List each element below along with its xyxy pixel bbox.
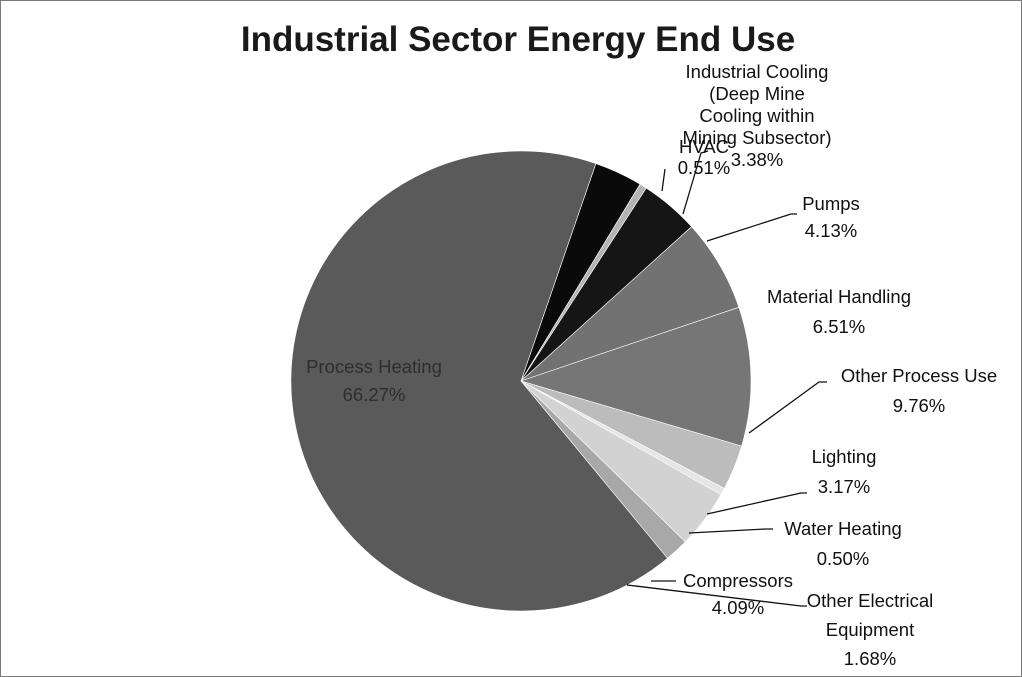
- label-process-heating: Process Heating 66.27%: [306, 356, 442, 405]
- label-lighting: Lighting 3.17%: [812, 446, 877, 497]
- leader-lines: [626, 150, 827, 607]
- leader-water-heating: [688, 528, 773, 534]
- leader-hvac: [661, 168, 666, 192]
- label-industrial-cooling: Industrial Cooling (Deep Mine Cooling with…: [682, 61, 831, 170]
- leader-other-electrical: [626, 584, 807, 607]
- leader-lighting: [706, 492, 807, 515]
- pie-slice-other-process-use: [520, 306, 752, 447]
- leader-other-process-use: [748, 381, 827, 434]
- label-other-electrical-equipment: Other Electrical Equipment 1.68%: [807, 590, 933, 669]
- pie-slice-process-heating: [290, 150, 668, 612]
- slice-labels: HVAC 0.51%Industrial Cooling (Deep Mine Coo…: [306, 61, 997, 669]
- label-other-process-use: Other Process Use 9.76%: [841, 365, 997, 416]
- label-water-heating: Water Heating 0.50%: [784, 518, 902, 569]
- leader-pumps: [706, 213, 797, 242]
- label-compressors: Compressors 4.09%: [683, 570, 793, 618]
- label-material-handling: Material Handling 6.51%: [767, 286, 911, 337]
- chart-title: Industrial Sector Energy End Use: [241, 20, 795, 59]
- label-pumps: Pumps 4.13%: [802, 193, 860, 241]
- leader-industrial-cooling: [682, 150, 709, 215]
- label-hvac: HVAC 0.51%: [678, 136, 730, 178]
- pie-slices: [290, 150, 752, 612]
